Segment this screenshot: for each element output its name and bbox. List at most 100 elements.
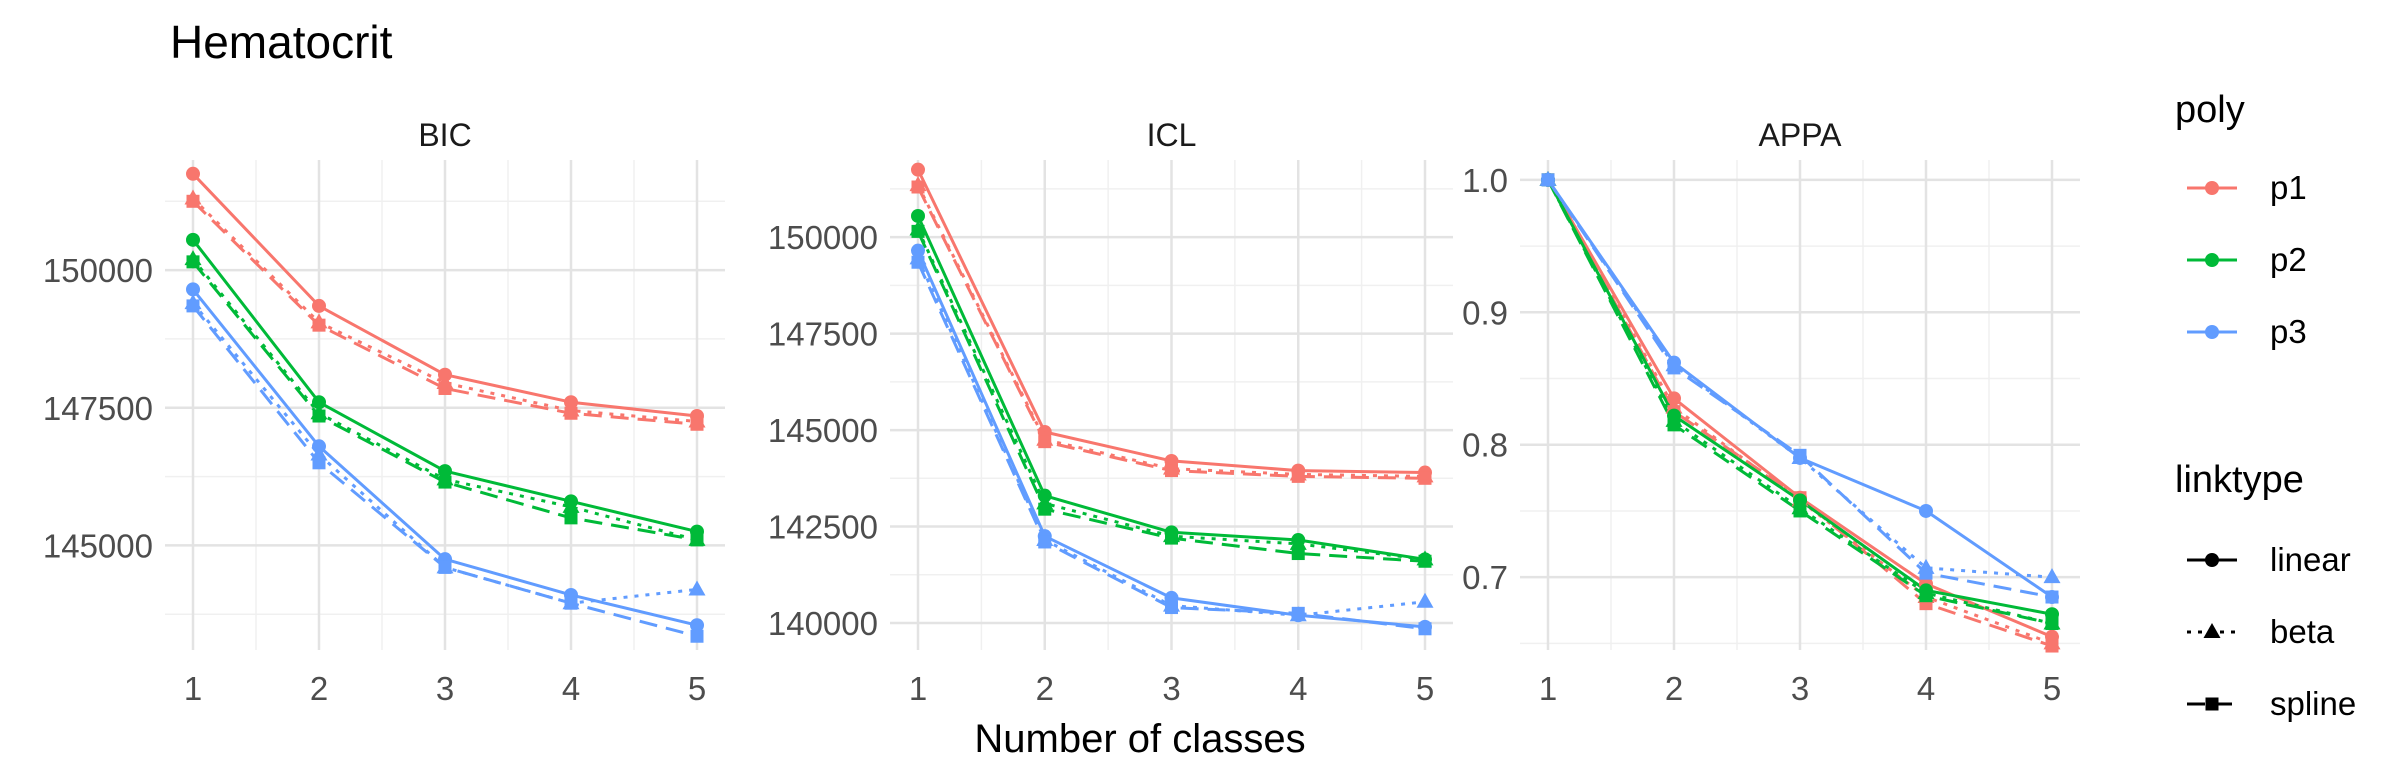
- data-point-p2-spline: [911, 224, 925, 238]
- data-point-p2-spline: [2045, 617, 2059, 631]
- x-tick-label: 3: [1791, 670, 1809, 707]
- data-point-p1-spline: [438, 381, 452, 395]
- legend-label-p2: p2: [2270, 241, 2307, 278]
- data-point-p3-linear: [690, 618, 704, 633]
- legend-label-spline: spline: [2270, 685, 2356, 722]
- data-point-p2-spline: [1418, 554, 1432, 568]
- y-tick-label: 150000: [43, 252, 153, 289]
- series-line-p2-spline: [1546, 179, 2053, 625]
- x-tick-label: 4: [1289, 670, 1307, 707]
- data-point-p3-spline: [1667, 361, 1681, 375]
- x-tick-label: 3: [436, 670, 454, 707]
- data-point-p2-spline: [438, 475, 452, 489]
- data-point-p3-beta: [2043, 568, 2061, 584]
- data-point-p2-linear: [186, 232, 200, 247]
- x-axis-title: Number of classes: [974, 717, 1305, 761]
- data-point-p3-spline: [438, 560, 452, 574]
- panels: BIC 145000 147500 150000 1 2 3 4 5 ICL 140000 1 4 2 5 0…: [43, 117, 2080, 707]
- series-line-p1-beta: [191, 197, 698, 423]
- data-point-p3-spline: [564, 596, 578, 610]
- data-point-p1-spline: [911, 180, 925, 194]
- x-tick-label: 5: [688, 670, 706, 707]
- x-tick-label: 1: [1539, 670, 1557, 707]
- data-point-p2-linear: [911, 208, 925, 223]
- y-tick-label: 0.7: [1462, 559, 1508, 596]
- data-point-p1-spline: [312, 318, 326, 332]
- data-point-p1-spline: [1418, 471, 1432, 485]
- legend-title-poly: poly: [2175, 89, 2245, 131]
- y-tick-label: 0.8: [1462, 427, 1508, 464]
- data-point-p2-spline: [690, 533, 704, 547]
- data-point-p3-spline: [2045, 590, 2059, 604]
- data-point-p2-spline: [564, 511, 578, 525]
- data-point-p1-spline: [690, 417, 704, 431]
- legend-key-point: [2205, 181, 2219, 195]
- data-point-p1-linear: [911, 162, 925, 177]
- x-tick-label: 2: [1036, 670, 1054, 707]
- data-point-p2-beta: [1289, 534, 1307, 550]
- data-point-p3-spline: [1038, 535, 1052, 549]
- data-point-p1-spline: [1038, 435, 1052, 449]
- data-point-p3-spline: [690, 629, 704, 643]
- x-tick-label: 2: [1665, 670, 1683, 707]
- data-point-p1-spline: [186, 194, 200, 208]
- x-tick-label: 2: [310, 670, 328, 707]
- data-point-p1-spline: [2045, 639, 2059, 653]
- data-point-p2-beta: [562, 497, 580, 513]
- series-line-p1-beta: [916, 184, 1426, 478]
- data-point-p1-linear: [312, 298, 326, 313]
- panel-strip-title: BIC: [418, 117, 471, 153]
- data-point-p2-spline: [1667, 418, 1681, 432]
- legend-label-p1: p1: [2270, 169, 2307, 206]
- legend-title-linktype: linktype: [2175, 459, 2304, 501]
- data-point-p2-spline: [1165, 531, 1178, 545]
- data-point-p2-linear: [312, 395, 326, 410]
- legend-label-linear: linear: [2270, 541, 2351, 578]
- data-point-p1-linear: [1667, 391, 1681, 406]
- legend-key-point: [2203, 623, 2221, 638]
- panel-strip-title: ICL: [1147, 117, 1197, 153]
- data-point-p2-spline: [186, 255, 200, 269]
- chart-title: Hematocrit: [170, 16, 393, 68]
- x-tick-label: 3: [1162, 670, 1180, 707]
- data-point-p3-spline: [1919, 566, 1933, 580]
- legend-key-point: [2205, 697, 2219, 711]
- data-point-p3-linear: [1919, 503, 1933, 518]
- y-tick-label: 1.0: [1462, 162, 1508, 199]
- y-tick-label: 0.9: [1462, 294, 1508, 331]
- data-point-p1-spline: [1165, 464, 1178, 478]
- panel-appa: APPA 0.7 0.8 0.9 1.0 1 2 3 4 5: [1462, 117, 2080, 707]
- data-point-p1-spline: [1291, 469, 1305, 483]
- x-tick-label: 1: [184, 670, 202, 707]
- data-point-p3-spline: [186, 299, 200, 313]
- data-point-p1-spline: [564, 406, 578, 420]
- x-tick-label: 4: [562, 670, 580, 707]
- y-tick-label: 150000: [768, 219, 878, 256]
- panel-bic: BIC 145000 147500 150000 1 2 3 4 5: [43, 117, 725, 707]
- series-line-p1-spline: [191, 200, 698, 426]
- data-point-p2-spline: [1793, 504, 1807, 518]
- data-point-p2-spline: [1919, 589, 1933, 603]
- panel-icl: ICL 140000 142500 145000 147500 150000 1 2 3 4 5: [768, 117, 1453, 707]
- data-point-p3-linear: [186, 282, 200, 297]
- legend-label-p3: p3: [2270, 313, 2307, 350]
- data-point-p3-spline: [911, 255, 925, 269]
- legend-key-point: [2205, 253, 2219, 267]
- x-tick-label: 1: [909, 670, 927, 707]
- legend-label-beta: beta: [2270, 613, 2335, 650]
- data-point-p2-spline: [1038, 502, 1052, 516]
- y-tick-label: 147500: [43, 390, 153, 427]
- data-point-p3-spline: [312, 456, 326, 470]
- x-tick-label: 5: [1416, 670, 1434, 707]
- y-tick-label: 140000: [768, 605, 878, 642]
- data-point-p3-spline: [1418, 622, 1432, 636]
- data-point-p3-beta: [1416, 592, 1434, 608]
- y-tick-label: 147500: [768, 316, 878, 353]
- data-point-p3-spline: [1793, 448, 1807, 462]
- x-tick-label: 5: [2043, 670, 2061, 707]
- y-tick-label: 145000: [43, 527, 153, 564]
- legend: poly p1 p2 p3 linktype linear beta spline: [2175, 89, 2356, 722]
- x-tick-label: 4: [1917, 670, 1935, 707]
